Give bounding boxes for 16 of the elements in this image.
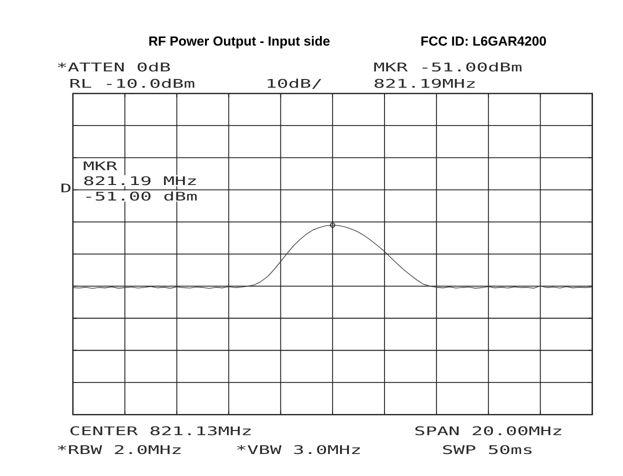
text: MKR <box>84 162 118 170</box>
text: *VBW 3.0MHz <box>237 445 360 454</box>
text: MKR -51.00dBm <box>374 62 522 72</box>
chart-subtitle: FCC ID: L6GAR4200 <box>421 36 546 46</box>
text: *ATTEN 0dB <box>58 62 170 72</box>
text: 10dB/ <box>268 78 322 89</box>
text: SPAN 20.00MHz <box>415 426 562 436</box>
text: RL -10.0dBm <box>70 78 194 88</box>
text: 821.19 MHz <box>84 176 196 186</box>
text: CENTER 821.13MHz <box>70 426 251 436</box>
text: *RBW 2.0MHz <box>58 445 180 454</box>
text: SWP 50ms <box>443 445 532 454</box>
text: D <box>62 184 70 192</box>
chart-title: RF Power Output - Input side <box>149 36 330 48</box>
text: 821.19MHz <box>374 79 475 88</box>
text: -51.00 dBm <box>86 192 197 201</box>
